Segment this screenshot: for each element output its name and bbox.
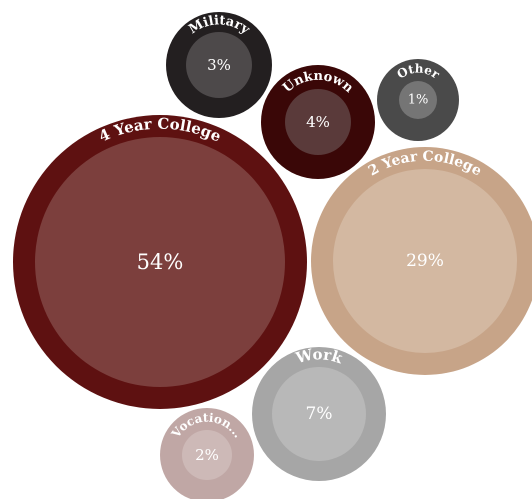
bubble-inner-vocation — [182, 430, 232, 480]
bubble-value-work: 7% — [306, 404, 333, 424]
bubble-value-4-year-college: 54% — [137, 250, 184, 274]
bubble-value-military: 3% — [207, 56, 231, 74]
bubble-inner-unknown — [285, 89, 351, 155]
bubble-inner-military — [186, 32, 252, 98]
bubble-value-vocation: 2% — [195, 446, 219, 464]
bubble-inner-other — [399, 81, 437, 119]
bubble-inner-work — [272, 367, 366, 461]
bubble-value-unknown: 4% — [306, 113, 330, 131]
bubble-inner-4-year-college — [35, 137, 285, 387]
bubble-value-other: 1% — [408, 93, 429, 108]
bubble-vocation: Vocation...2% — [160, 408, 254, 499]
bubble-value-2-year-college: 29% — [406, 251, 444, 271]
bubble-inner-2-year-college — [333, 169, 517, 353]
